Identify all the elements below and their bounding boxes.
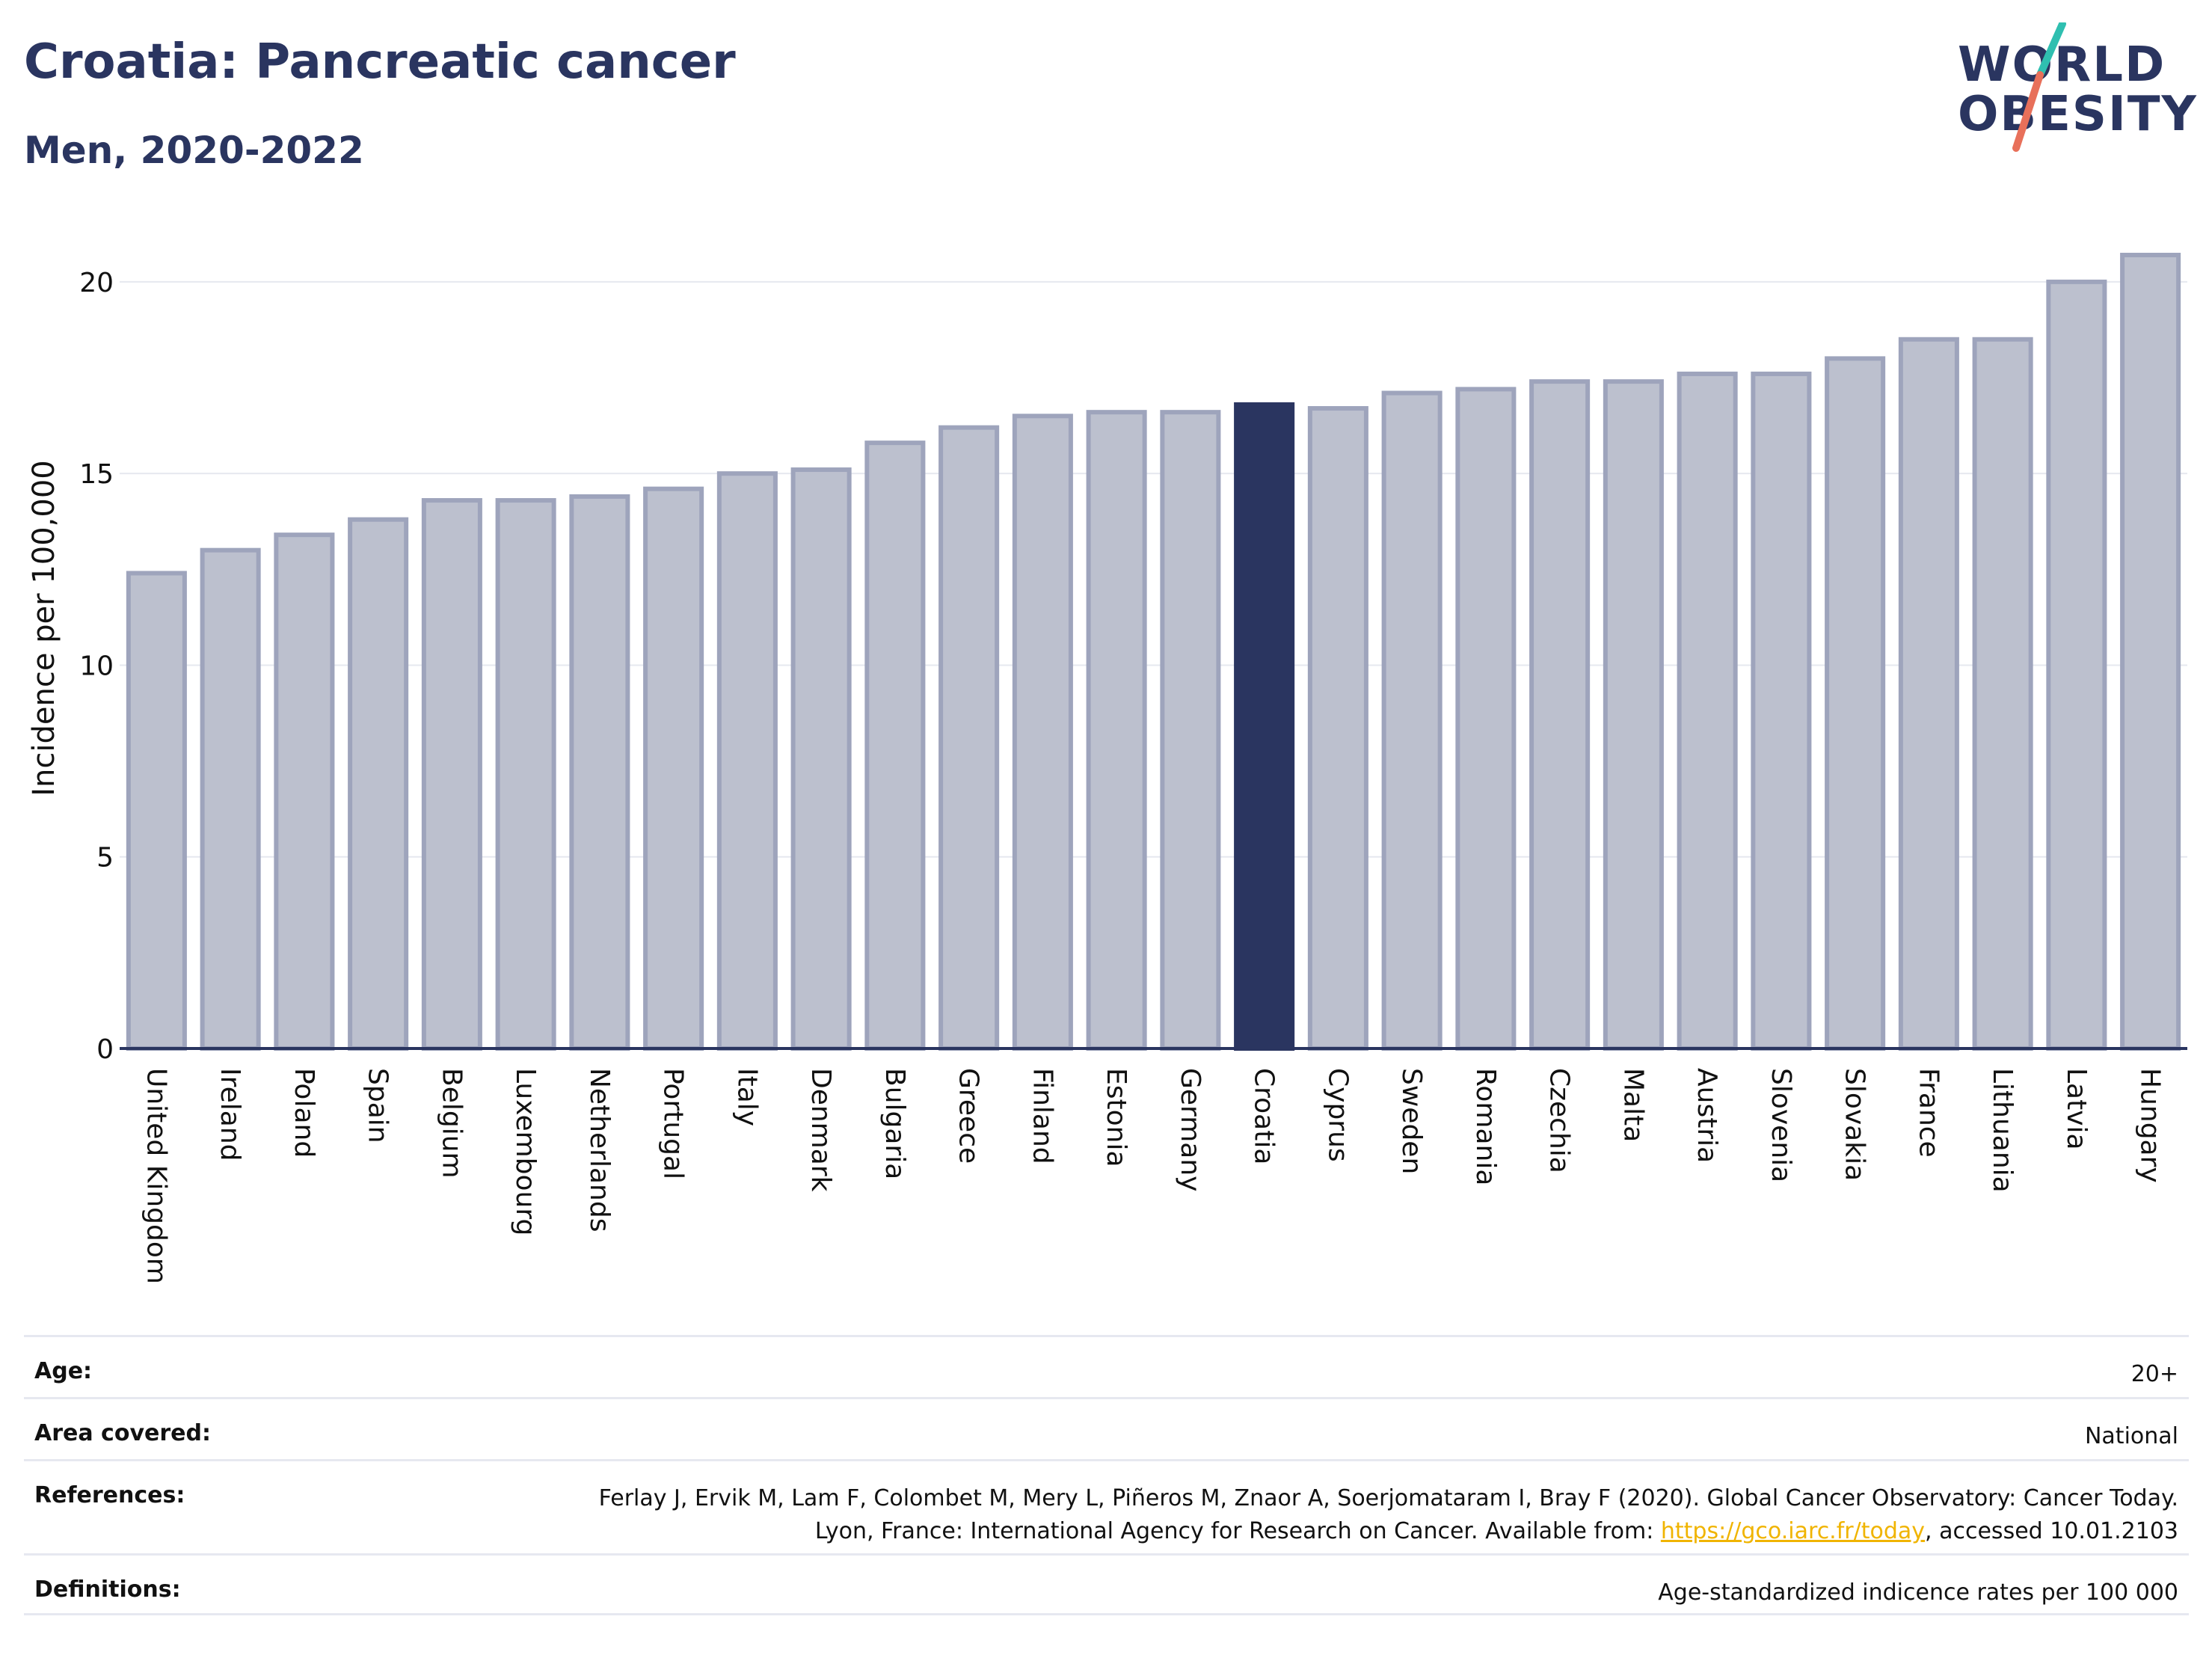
info-row-references: References: Ferlay J, Ervik M, Lam F, Co… <box>24 1459 2189 1553</box>
logo-line-1: WORLD <box>1958 37 2166 93</box>
x-tick-label: Lithuania <box>1987 1068 2018 1193</box>
area-covered-value: National <box>2084 1423 2178 1449</box>
x-tick-label: Belgium <box>436 1068 467 1179</box>
x-tick-label: Hungary <box>2135 1068 2166 1183</box>
x-tick-label: Italy <box>731 1068 762 1126</box>
bar <box>1012 414 1073 1051</box>
x-tick-label: Poland <box>289 1068 319 1158</box>
bar <box>1603 379 1664 1051</box>
x-tick-label: Latvia <box>2061 1068 2092 1150</box>
bar-chart: 0 5 10 15 20 United Kingdom Ireland Poland Spai… <box>27 253 2187 1284</box>
bar <box>1825 356 1886 1051</box>
bar <box>938 425 1000 1051</box>
bar <box>495 498 556 1051</box>
bar-highlighted <box>1234 402 1295 1051</box>
y-tick-label: 20 <box>79 268 114 298</box>
bar <box>1381 390 1443 1051</box>
references-text: Ferlay J, Ervik M, Lam F, Colombet M, Me… <box>598 1485 2178 1544</box>
age-label: Age: <box>34 1358 93 1384</box>
bar <box>716 471 778 1051</box>
definitions-label: Definitions: <box>34 1576 181 1603</box>
y-tick-labels: 0 5 10 15 20 <box>79 268 114 1065</box>
x-tick-label: Slovakia <box>1840 1068 1870 1181</box>
logo-line-2: OBESITY <box>1958 87 2198 142</box>
bar <box>126 571 187 1051</box>
y-tick-label: 5 <box>96 843 114 873</box>
x-tick-label: Romania <box>1470 1068 1501 1185</box>
bar <box>790 467 852 1051</box>
bar <box>1677 371 1738 1051</box>
x-tick-label: United Kingdom <box>141 1068 171 1284</box>
bar <box>1898 337 1959 1051</box>
bar <box>274 532 335 1051</box>
x-tick-label: Sweden <box>1396 1068 1427 1174</box>
x-tick-label: Netherlands <box>584 1068 615 1232</box>
info-row-age: Age: 20+ <box>24 1335 2189 1397</box>
x-tick-labels: United Kingdom Ireland Poland Spain Belgium L… <box>141 1068 2165 1284</box>
x-tick-label: Bulgaria <box>879 1068 910 1179</box>
bar <box>421 498 482 1051</box>
x-tick-label: Germany <box>1175 1068 1205 1191</box>
bar <box>348 517 409 1051</box>
references-link[interactable]: https://gco.iarc.fr/today <box>1660 1518 1926 1544</box>
x-tick-label: Ireland <box>215 1068 245 1161</box>
x-tick-label: Luxembourg <box>510 1068 541 1235</box>
x-tick-label: Austria <box>1692 1068 1722 1163</box>
bar <box>200 547 261 1051</box>
bar <box>1751 371 1812 1051</box>
bar <box>1160 410 1221 1051</box>
bar <box>643 486 704 1051</box>
world-obesity-logo: WORLD OBESITY <box>1944 22 2199 157</box>
bar <box>864 440 926 1051</box>
x-tick-label: Croatia <box>1249 1068 1279 1164</box>
y-tick-label: 10 <box>79 651 114 681</box>
x-tick-label: Slovenia <box>1766 1068 1796 1182</box>
x-tick-label: Finland <box>1027 1068 1057 1164</box>
age-value: 20+ <box>2130 1361 2178 1387</box>
x-tick-label: France <box>1913 1068 1944 1158</box>
references-accessed: , accessed 10.01.2103 <box>1925 1518 2178 1544</box>
x-tick-label: Spain <box>363 1068 393 1143</box>
x-tick-label: Portugal <box>658 1068 689 1179</box>
chart-title: Croatia: Pancreatic cancer <box>24 34 736 90</box>
y-tick-label: 0 <box>96 1034 114 1065</box>
chart-subtitle: Men, 2020-2022 <box>24 129 364 172</box>
bar <box>1529 379 1591 1051</box>
y-axis-label: Incidence per 100,000 <box>27 460 61 796</box>
logo-slash-icon <box>2012 22 2066 152</box>
info-row-definitions: Definitions: Age-standardized indicence … <box>24 1553 2189 1615</box>
info-table: Age: 20+ Area covered: National Referenc… <box>24 1335 2189 1615</box>
x-tick-label: Czechia <box>1544 1068 1575 1173</box>
x-tick-label: Greece <box>953 1068 984 1164</box>
bar <box>569 494 630 1051</box>
x-tick-label: Denmark <box>805 1068 836 1192</box>
bar <box>1455 387 1517 1051</box>
x-tick-label: Estonia <box>1101 1068 1131 1167</box>
bar <box>2120 253 2181 1051</box>
definitions-value: Age-standardized indicence rates per 100… <box>1658 1579 2178 1606</box>
bar <box>1972 337 2033 1051</box>
x-tick-label: Cyprus <box>1322 1068 1353 1162</box>
bar <box>2046 279 2107 1051</box>
bar <box>1086 410 1147 1051</box>
bars <box>126 253 2181 1051</box>
references-value: Ferlay J, Ervik M, Lam F, Colombet M, Me… <box>578 1482 2178 1548</box>
references-label: References: <box>34 1482 185 1508</box>
info-row-area: Area covered: National <box>24 1397 2189 1459</box>
x-tick-label: Malta <box>1617 1068 1648 1142</box>
area-covered-label: Area covered: <box>34 1420 211 1446</box>
y-tick-label: 15 <box>79 459 114 490</box>
bar <box>1307 406 1368 1051</box>
